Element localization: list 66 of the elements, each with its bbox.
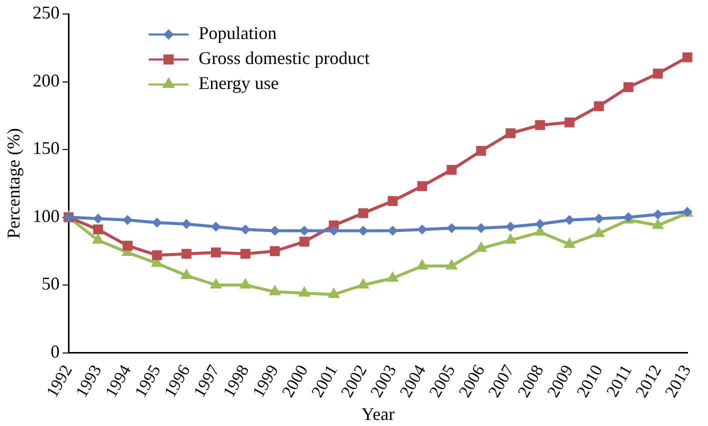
point: [652, 210, 663, 220]
point: [594, 101, 604, 112]
point: [358, 226, 368, 236]
point: [476, 223, 486, 234]
point: [328, 287, 340, 298]
point: [122, 214, 133, 225]
point: [92, 233, 104, 244]
legend-label: Population: [198, 23, 277, 44]
point: [652, 68, 663, 79]
y-tick-label: 250: [32, 2, 60, 23]
point: [210, 278, 222, 289]
point: [594, 214, 604, 224]
point: [240, 224, 250, 234]
point: [446, 164, 457, 175]
y-tick-label: 50: [42, 274, 60, 294]
point: [182, 248, 192, 259]
point: [299, 236, 310, 247]
y-tick-label: 0: [50, 341, 60, 362]
point: [506, 128, 516, 138]
point: [152, 218, 162, 228]
point: [122, 240, 132, 251]
point: [682, 52, 692, 62]
point: [563, 237, 576, 248]
point: [564, 117, 574, 128]
legend-label: Gross domestic product: [198, 48, 370, 68]
y-tick-label: 200: [32, 70, 60, 90]
point: [416, 259, 428, 270]
point: [564, 214, 574, 225]
y-tick-label: 100: [32, 206, 60, 226]
point: [93, 214, 104, 224]
point: [535, 120, 545, 130]
point: [270, 246, 280, 256]
point: [152, 250, 162, 260]
point: [268, 284, 281, 296]
legend-label: Energy use: [198, 73, 279, 94]
point: [299, 226, 310, 236]
x-axis-title: Year: [361, 404, 395, 424]
point: [446, 259, 458, 270]
point: [240, 248, 250, 259]
point: [623, 82, 634, 92]
point: [93, 224, 104, 234]
point: [535, 219, 546, 230]
point: [357, 278, 370, 289]
point: [388, 226, 398, 236]
point: [180, 268, 193, 280]
point: [476, 146, 486, 156]
point: [328, 226, 339, 236]
point: [239, 278, 252, 289]
point: [388, 196, 398, 206]
point: [298, 286, 310, 297]
point: [386, 271, 399, 282]
point: [270, 226, 280, 236]
y-axis-title: Percentage (%): [4, 128, 24, 239]
point: [652, 218, 664, 229]
point: [210, 222, 221, 232]
point: [181, 219, 192, 230]
point: [446, 223, 457, 234]
point: [417, 181, 428, 192]
point: [358, 208, 368, 218]
point: [592, 226, 606, 238]
point: [504, 233, 517, 244]
point: [475, 241, 488, 252]
point: [506, 222, 516, 232]
y-tick-label: 150: [32, 138, 60, 158]
point: [210, 248, 221, 258]
point: [417, 224, 428, 234]
